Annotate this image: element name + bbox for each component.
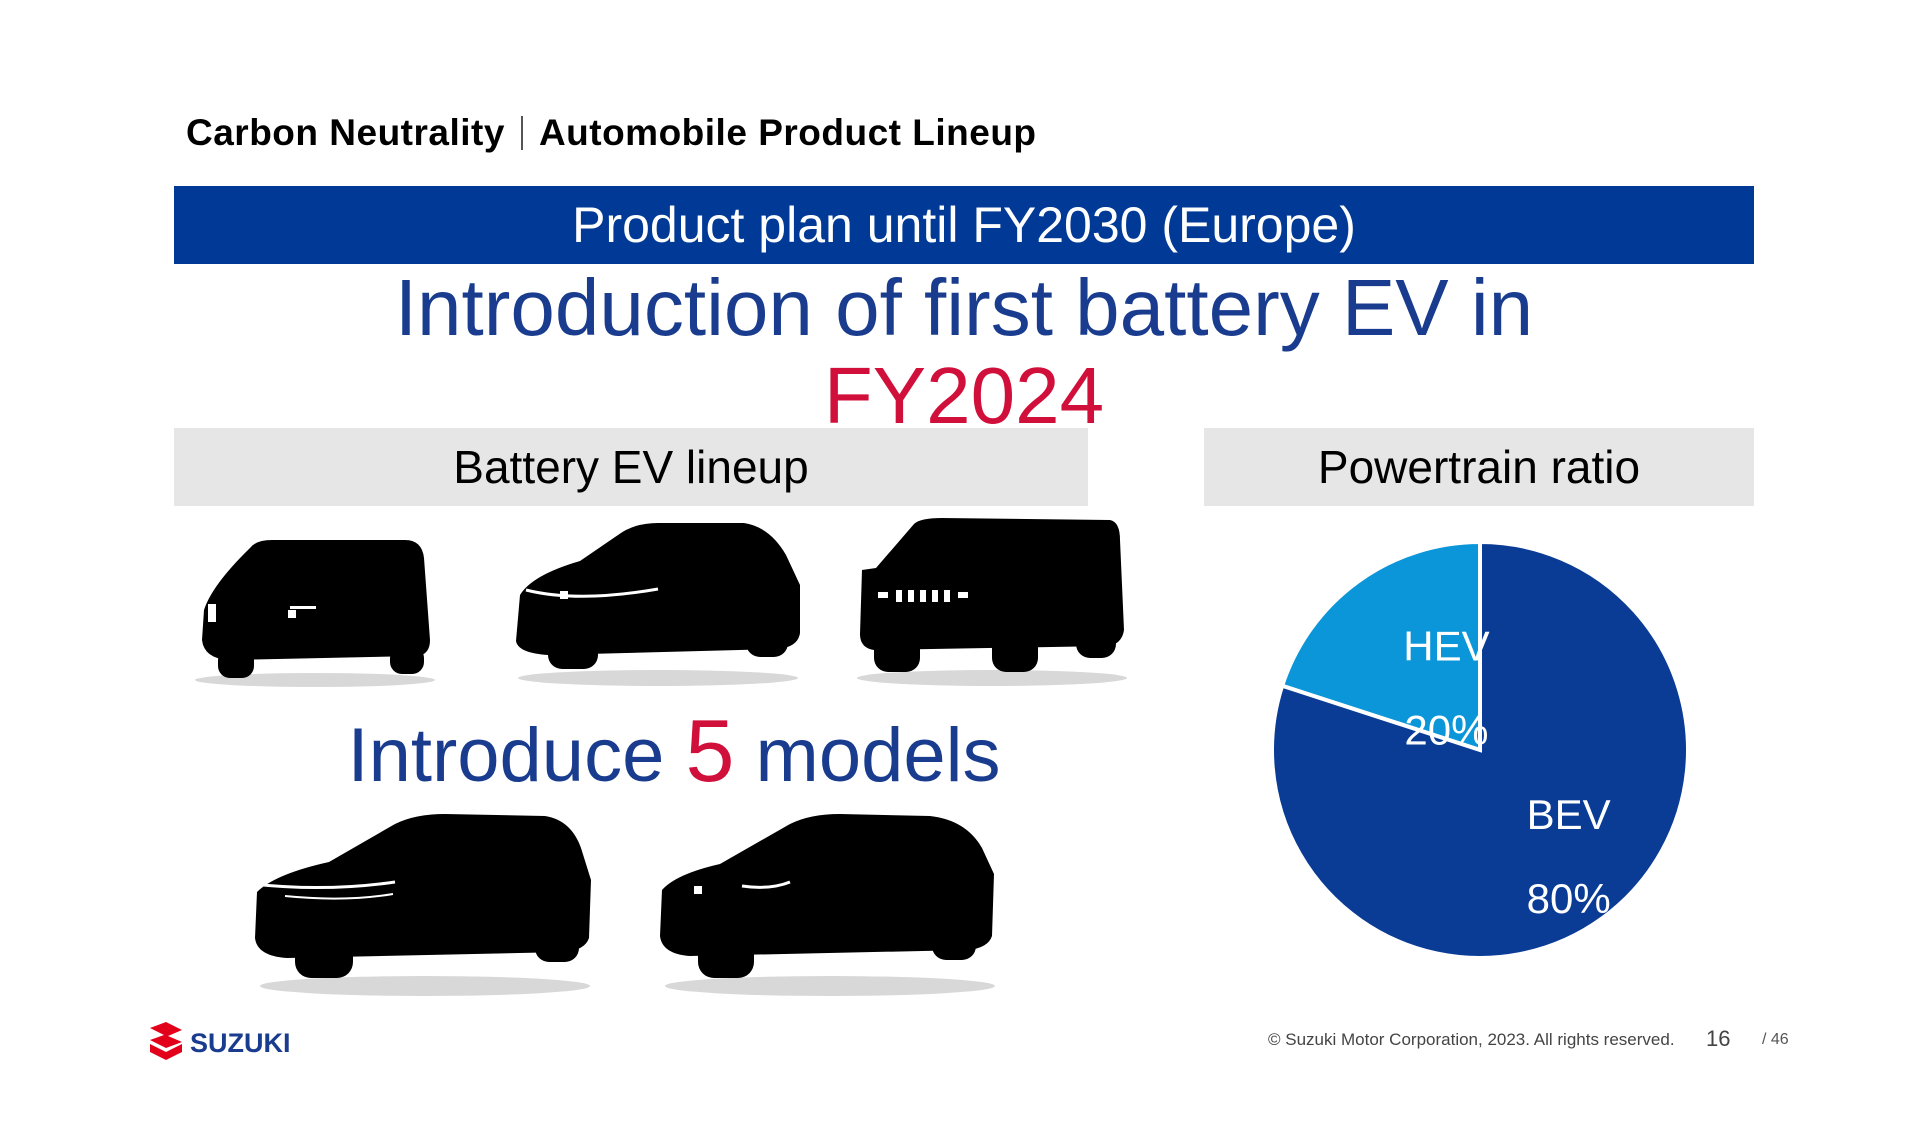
crossover-silhouette-icon [252, 814, 591, 996]
plan-banner: Product plan until FY2030 (Europe) [174, 186, 1754, 264]
lineup-heading: Battery EV lineup [174, 428, 1088, 506]
model-count: 5 [685, 701, 735, 800]
breadcrumb-separator [520, 116, 523, 150]
powertrain-pie-chart: HEV 20% BEV 80% [1270, 540, 1690, 960]
headline-year: FY2024 [823, 351, 1105, 440]
breadcrumb-page: Automobile Product Lineup [538, 112, 1037, 153]
pie-label-hev: HEV [1403, 622, 1489, 669]
suzuki-logo: SUZUKI [150, 1022, 291, 1060]
jeep-silhouette-icon [857, 518, 1127, 686]
intro-prefix: Introduce [347, 713, 686, 798]
pie-label-bev: BEV [1527, 791, 1611, 838]
pie-slice-bev [1270, 540, 1690, 960]
suv-silhouette-icon [516, 523, 800, 686]
ratio-heading: Powertrain ratio [1204, 428, 1754, 506]
headline-line1: Introduction of first battery EV in [394, 263, 1534, 352]
copyright-notice: © Suzuki Motor Corporation, 2023. All ri… [1268, 1030, 1675, 1049]
pie-value-bev: 80% [1527, 875, 1611, 922]
page-number: 16 [1706, 1026, 1731, 1051]
intro-suffix: models [734, 713, 1001, 798]
introduce-models-text: Introduce 5 models [174, 700, 1174, 802]
breadcrumb-section: Carbon Neutrality [186, 112, 505, 153]
breadcrumb: Carbon Neutrality Automobile Product Line… [186, 112, 1037, 154]
pie-value-hev: 20% [1404, 706, 1488, 753]
compact-suv-silhouette-icon [660, 814, 995, 996]
page-total: / 46 [1762, 1031, 1789, 1048]
minivan-silhouette-icon [195, 540, 435, 687]
pie-slice-hev [1279, 540, 1482, 753]
logo-text: SUZUKI [190, 1028, 291, 1058]
